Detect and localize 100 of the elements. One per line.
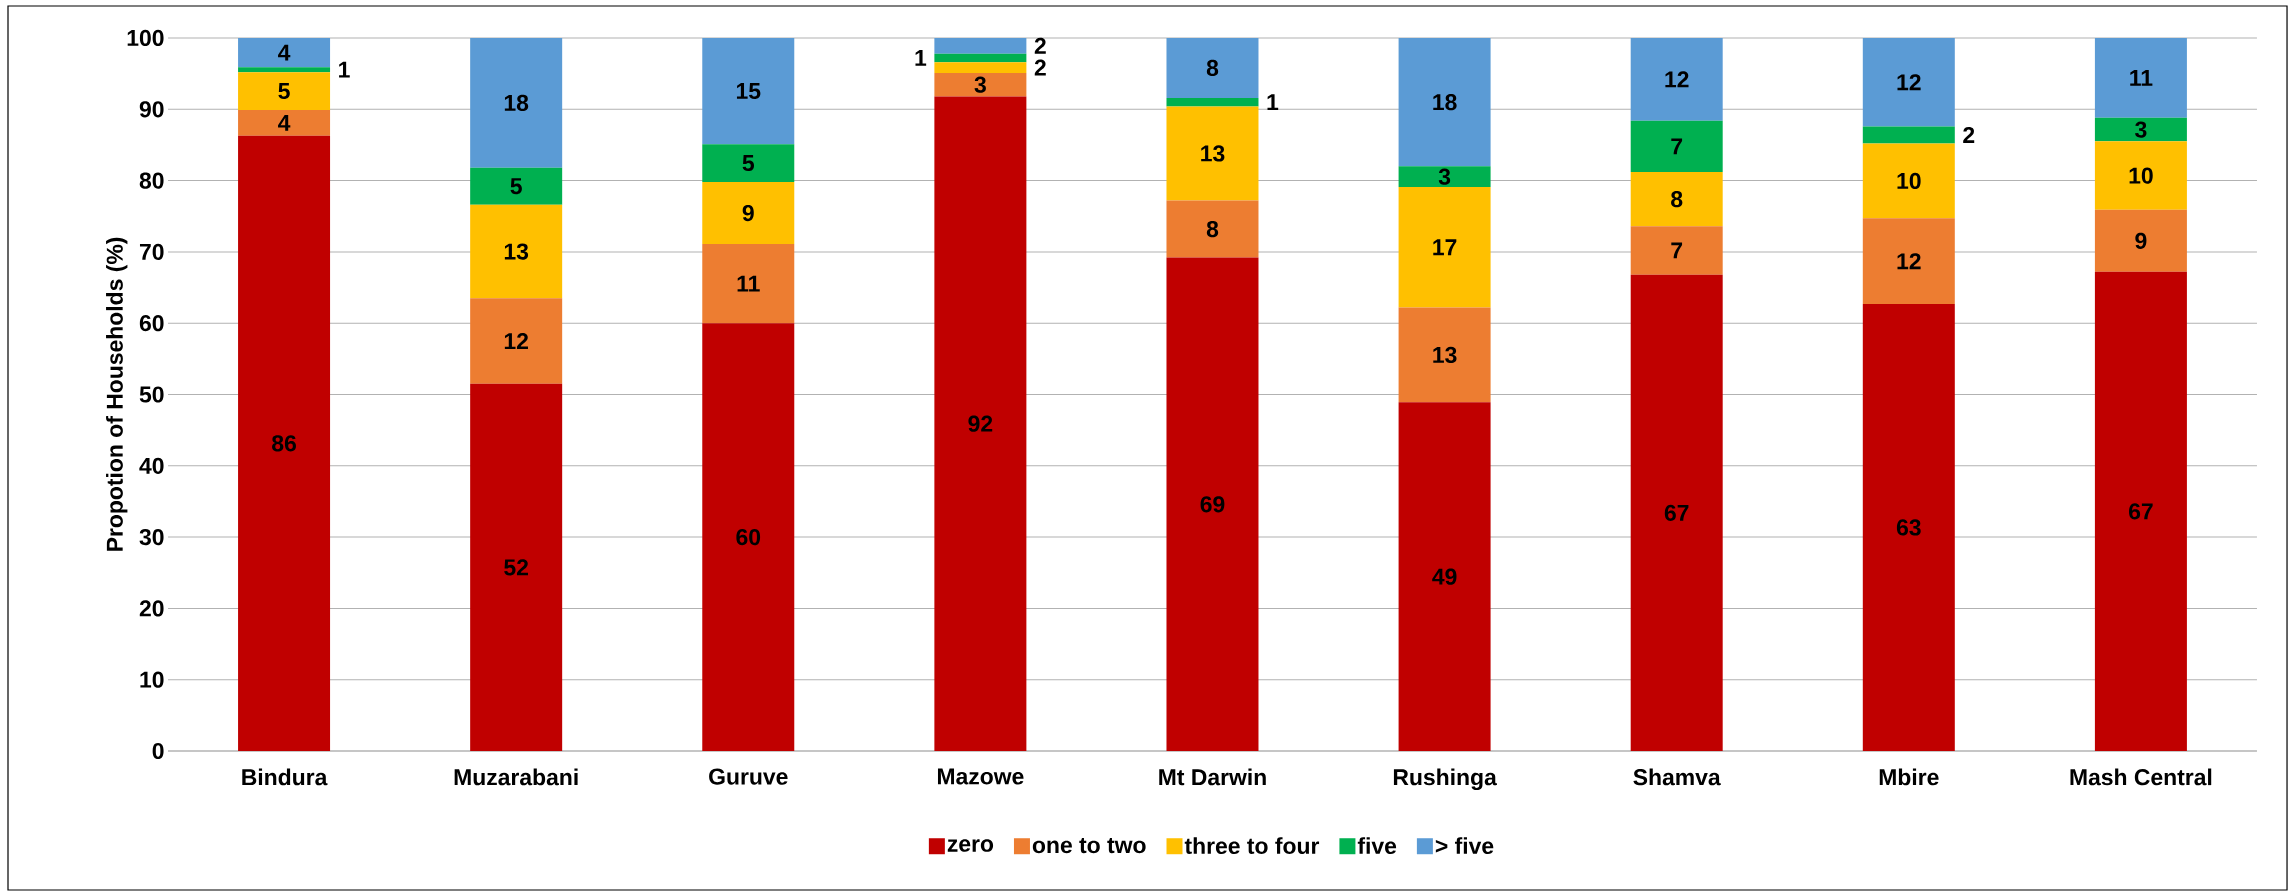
data-label: 7 bbox=[1671, 242, 1683, 259]
x-tick-label: Guruve bbox=[709, 768, 788, 785]
bar bbox=[238, 135, 331, 751]
data-label: 5 bbox=[278, 83, 290, 100]
bar bbox=[702, 37, 795, 145]
data-label: 3 bbox=[974, 76, 986, 93]
x-tick-label: Muzarabani bbox=[454, 768, 578, 786]
legend-label: > five bbox=[1435, 837, 1494, 855]
data-label: 12 bbox=[1897, 253, 1921, 270]
data-label: 2 bbox=[1963, 126, 1975, 143]
x-tick-label: Mazowe bbox=[937, 768, 1024, 785]
legend-label: one to two bbox=[1032, 838, 1146, 854]
data-label: 67 bbox=[2129, 503, 2153, 520]
bar bbox=[1398, 187, 1491, 308]
bar bbox=[934, 96, 1027, 751]
bar bbox=[2094, 271, 2187, 751]
bar bbox=[1166, 200, 1259, 258]
data-label: 10 bbox=[2129, 167, 2153, 184]
data-label: 2 bbox=[1034, 59, 1046, 76]
y-tick-label: 100 bbox=[127, 29, 164, 47]
bar bbox=[1166, 37, 1259, 98]
bar bbox=[1862, 143, 1955, 219]
data-label: 1 bbox=[1267, 94, 1279, 111]
bar bbox=[1166, 106, 1259, 201]
data-label: 9 bbox=[742, 204, 754, 222]
x-tick-label: Mbire bbox=[1879, 768, 1939, 786]
bar bbox=[1862, 218, 1955, 304]
bar bbox=[934, 53, 1027, 63]
bar bbox=[1862, 37, 1955, 127]
data-label: 5 bbox=[742, 155, 755, 172]
data-label: 11 bbox=[2130, 70, 2153, 86]
legend-label: three to four bbox=[1184, 837, 1320, 855]
bar bbox=[934, 72, 1027, 97]
data-label: 12 bbox=[504, 333, 528, 350]
bar bbox=[702, 244, 795, 324]
bar bbox=[470, 383, 563, 751]
bar bbox=[238, 72, 331, 110]
bar bbox=[1398, 307, 1491, 403]
data-label: 5 bbox=[510, 178, 522, 195]
data-label: 15 bbox=[736, 83, 761, 100]
data-label: 92 bbox=[968, 415, 993, 432]
bar bbox=[1630, 274, 1723, 751]
data-label: 18 bbox=[504, 94, 529, 111]
x-tick-label: Shamva bbox=[1633, 768, 1721, 786]
data-label: 3 bbox=[2135, 121, 2147, 138]
bar bbox=[702, 182, 795, 245]
data-label: 1 bbox=[339, 61, 350, 78]
data-label: 49 bbox=[1432, 568, 1457, 585]
bar bbox=[470, 298, 563, 384]
bar bbox=[1166, 97, 1259, 107]
data-label: 1 bbox=[915, 50, 927, 66]
bar bbox=[238, 67, 331, 73]
bar bbox=[1166, 257, 1259, 751]
y-tick-label: 0 bbox=[152, 742, 164, 760]
data-label: 13 bbox=[504, 243, 529, 260]
x-tick-label: Mash Central bbox=[2070, 768, 2212, 786]
data-label: 10 bbox=[1897, 172, 1921, 190]
data-label: 17 bbox=[1433, 239, 1457, 256]
data-label: 8 bbox=[1206, 220, 1219, 238]
bar bbox=[2094, 209, 2187, 272]
y-axis-title: Propotion of Households (%) bbox=[106, 237, 128, 551]
x-tick-label: Mt Darwin bbox=[1159, 768, 1266, 786]
data-label: 67 bbox=[1664, 504, 1689, 521]
bar bbox=[470, 167, 563, 205]
bar bbox=[1398, 166, 1491, 187]
legend-label: five bbox=[1357, 837, 1397, 855]
data-label: 12 bbox=[1897, 74, 1921, 91]
legend-label: zero bbox=[947, 839, 994, 852]
bar bbox=[1398, 37, 1491, 167]
data-label: 13 bbox=[1201, 145, 1225, 162]
y-tick-label: 60 bbox=[139, 315, 164, 332]
bar bbox=[1630, 120, 1723, 173]
bar bbox=[1630, 226, 1723, 275]
y-tick-label: 20 bbox=[139, 600, 164, 617]
data-label: 63 bbox=[1896, 519, 1921, 536]
y-tick-label: 10 bbox=[140, 671, 164, 688]
data-label: 52 bbox=[504, 559, 528, 576]
data-label: 2 bbox=[1034, 37, 1046, 54]
bar bbox=[470, 204, 563, 299]
data-label: 8 bbox=[1671, 191, 1683, 208]
data-label: 4 bbox=[278, 114, 291, 131]
bar bbox=[470, 37, 563, 168]
data-label: 60 bbox=[736, 528, 761, 546]
y-tick-label: 80 bbox=[139, 172, 164, 189]
bar bbox=[1398, 402, 1491, 751]
bar bbox=[2094, 141, 2187, 210]
y-tick-label: 50 bbox=[139, 386, 164, 403]
bar bbox=[1862, 126, 1955, 144]
y-tick-label: 90 bbox=[139, 101, 164, 118]
data-label: 4 bbox=[278, 44, 291, 61]
data-label: 3 bbox=[1438, 168, 1451, 185]
bar bbox=[2094, 37, 2187, 118]
bar bbox=[2094, 117, 2187, 142]
data-label: 69 bbox=[1200, 496, 1225, 513]
bar bbox=[1630, 172, 1723, 227]
data-label: 11 bbox=[737, 275, 760, 292]
bar bbox=[702, 323, 795, 751]
y-tick-label: 30 bbox=[139, 528, 164, 546]
bar bbox=[238, 110, 331, 136]
data-label: 18 bbox=[1433, 94, 1457, 111]
